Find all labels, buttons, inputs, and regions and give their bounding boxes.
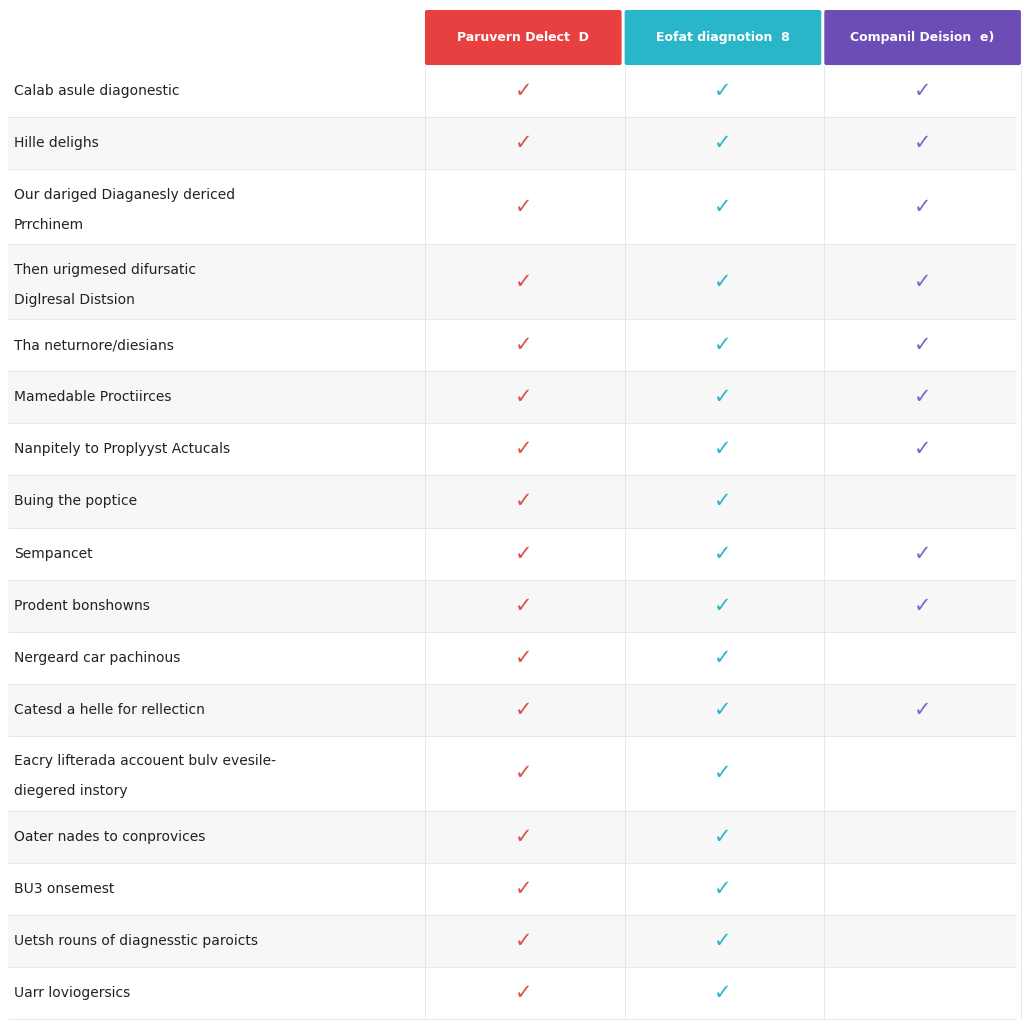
Text: ✓: ✓ [514,271,532,292]
Text: ✓: ✓ [514,133,532,154]
Bar [8,117,1016,169]
Text: ✓: ✓ [514,931,532,951]
FancyBboxPatch shape [425,10,622,66]
Bar [8,914,1016,967]
Text: ✓: ✓ [714,596,732,615]
Text: Diglresal Distsion: Diglresal Distsion [14,293,135,307]
Text: ✓: ✓ [714,133,732,154]
Bar [8,684,1016,735]
Bar [8,372,1016,423]
Bar [8,319,1016,372]
Text: Our dariged Diaganesly dericed: Our dariged Diaganesly dericed [14,187,236,202]
Text: ✓: ✓ [714,81,732,101]
Text: ✓: ✓ [714,983,732,1002]
Text: ✓: ✓ [714,335,732,355]
Text: ✓: ✓ [714,931,732,951]
Text: ✓: ✓ [514,596,532,615]
Text: Oater nades to conprovices: Oater nades to conprovices [14,829,206,844]
Text: ✓: ✓ [913,596,932,615]
Text: Nergeard car pachinous: Nergeard car pachinous [14,650,180,665]
Text: ✓: ✓ [514,387,532,408]
Text: ✓: ✓ [913,544,932,563]
Text: ✓: ✓ [514,335,532,355]
Text: ✓: ✓ [514,544,532,563]
Text: Tha neturnore/diesians: Tha neturnore/diesians [14,338,174,352]
Text: Hille delighs: Hille delighs [14,136,98,151]
Text: ✓: ✓ [514,439,532,460]
Bar [8,580,1016,632]
Text: ✓: ✓ [714,492,732,511]
Text: ✓: ✓ [714,544,732,563]
Text: ✓: ✓ [514,879,532,899]
Bar [8,527,1016,580]
Text: ✓: ✓ [714,647,732,668]
Text: ✓: ✓ [514,197,532,217]
Bar [8,735,1016,811]
Text: ✓: ✓ [913,387,932,408]
Text: ✓: ✓ [514,699,532,720]
Bar [8,169,1016,245]
Text: ✓: ✓ [714,197,732,217]
Text: Prodent bonshowns: Prodent bonshowns [14,599,150,612]
FancyBboxPatch shape [824,10,1021,66]
Text: ✓: ✓ [913,133,932,154]
Text: Companil Deision  e): Companil Deision e) [851,31,994,44]
Bar [8,66,1016,117]
Text: ✓: ✓ [514,983,532,1002]
Text: Then urigmesed difursatic: Then urigmesed difursatic [14,263,196,276]
Text: Nanpitely to Proplyyst Actucals: Nanpitely to Proplyyst Actucals [14,442,230,457]
Text: ✓: ✓ [514,81,532,101]
Text: ✓: ✓ [913,699,932,720]
Text: ✓: ✓ [514,763,532,783]
Bar [8,632,1016,684]
Text: ✓: ✓ [913,439,932,460]
Text: ✓: ✓ [714,826,732,847]
Text: Eofat diagnotion  8: Eofat diagnotion 8 [656,31,790,44]
Text: ✓: ✓ [514,492,532,511]
Text: Calab asule diagonestic: Calab asule diagonestic [14,84,179,98]
Text: Eacry lifterada accouent bulv evesile-: Eacry lifterada accouent bulv evesile- [14,755,276,768]
Text: diegered instory: diegered instory [14,784,128,799]
Text: ✓: ✓ [514,826,532,847]
Bar [8,423,1016,475]
Text: Paruvern Delect  D: Paruvern Delect D [458,31,589,44]
Bar [8,245,1016,319]
Text: Uetsh rouns of diagnesstic paroicts: Uetsh rouns of diagnesstic paroicts [14,934,258,948]
Text: Sempancet: Sempancet [14,547,92,560]
Text: Buing the poptice: Buing the poptice [14,495,137,509]
Text: Uarr loviogersics: Uarr loviogersics [14,986,130,1000]
Text: ✓: ✓ [714,763,732,783]
Text: ✓: ✓ [714,271,732,292]
Text: ✓: ✓ [714,879,732,899]
Bar [8,811,1016,863]
Text: BU3 onsemest: BU3 onsemest [14,882,115,896]
Text: Prrchinem: Prrchinem [14,218,84,231]
Text: ✓: ✓ [913,335,932,355]
Text: ✓: ✓ [514,647,532,668]
Text: ✓: ✓ [714,387,732,408]
Text: Mamedable Proctiirces: Mamedable Proctiirces [14,390,171,404]
Text: Catesd a helle for rellecticn: Catesd a helle for rellecticn [14,702,205,717]
Bar [8,863,1016,914]
Text: ✓: ✓ [714,439,732,460]
Text: ✓: ✓ [913,271,932,292]
Text: ✓: ✓ [913,81,932,101]
Bar [8,967,1016,1019]
Text: ✓: ✓ [714,699,732,720]
Text: ✓: ✓ [913,197,932,217]
FancyBboxPatch shape [625,10,821,66]
Bar [8,475,1016,527]
